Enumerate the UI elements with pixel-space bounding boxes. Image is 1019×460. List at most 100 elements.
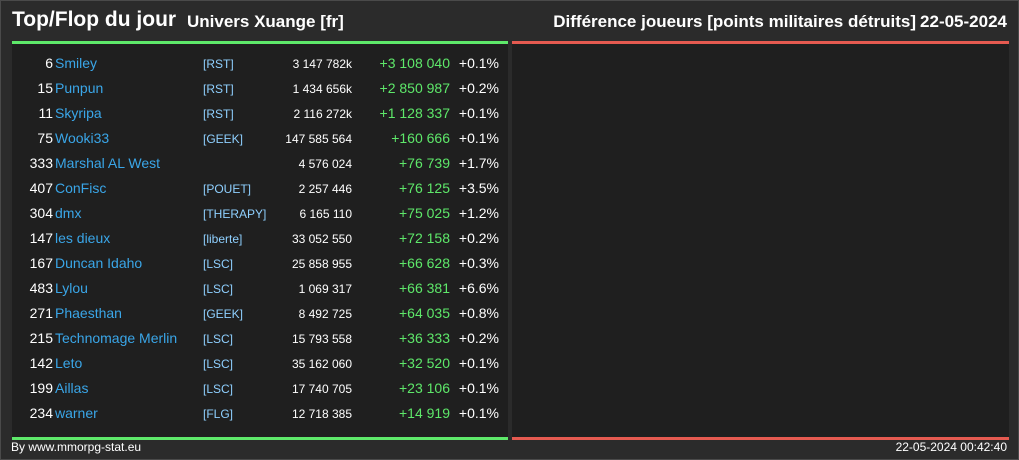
percent-change: +0.8% [458,305,499,321]
alliance-tag-link[interactable]: [LSC] [203,332,234,346]
player-name-link[interactable]: warner [55,405,98,421]
player-row: 483 Lylou [LSC] 1 069 317 +66 381 +6.6% [12,276,508,301]
page-title: Top/Flop du jour [12,8,177,31]
player-name-link[interactable]: Smiley [55,55,98,71]
player-name-link[interactable]: Skyripa [55,105,102,121]
points-difference: +72 158 [399,230,450,246]
player-name-link[interactable]: Phaesthan [55,305,122,321]
percent-change: +0.1% [458,130,499,146]
alliance-tag-link[interactable]: [FLG] [203,407,234,421]
percent-change: +0.1% [458,405,499,421]
player-row: 234 warner [FLG] 12 718 385 +14 919 +0.1% [12,401,508,426]
player-name-link[interactable]: les dieux [55,230,111,246]
player-rank: 147 [29,230,53,246]
player-name-link[interactable]: Technomage Merlin [55,330,178,346]
player-row: 215 Technomage Merlin [LSC] 15 793 558 +36 3… [12,326,508,351]
alliance-tag-link[interactable]: [RST] [203,107,234,121]
percent-change: +0.1% [458,380,499,396]
player-rank: 304 [29,205,53,221]
percent-change: +3.5% [458,180,499,196]
percent-change: +1.2% [458,205,499,221]
player-points: 4 576 024 [298,157,352,171]
points-difference: +1 128 337 [379,105,450,121]
player-row: 167 Duncan Idaho [LSC] 25 858 955 +66 628 +0.… [12,251,508,276]
player-rank: 11 [38,105,53,121]
points-difference: +75 025 [399,205,450,221]
player-name-link[interactable]: Leto [55,355,83,371]
alliance-tag-link[interactable]: [LSC] [203,382,234,396]
points-difference: +64 035 [399,305,450,321]
footer-timestamp: 22-05-2024 00:42:40 [895,440,1007,454]
player-row: 304 dmx [THERAPY] 6 165 110 +75 025 +1.2% [12,201,508,226]
points-difference: +36 333 [399,330,450,346]
player-row: 199 Aillas [LSC] 17 740 705 +23 106 +0.1% [12,376,508,401]
player-points: 25 858 955 [291,257,352,271]
player-points: 8 492 725 [298,307,352,321]
player-name-link[interactable]: ConFisc [55,180,107,196]
alliance-tag-link[interactable]: [LSC] [203,257,234,271]
player-rank: 215 [29,330,53,346]
player-points: 12 718 385 [291,407,352,421]
percent-change: +0.2% [458,230,499,246]
percent-change: +1.7% [458,155,499,171]
player-rank: 483 [29,280,53,296]
player-name-link[interactable]: Duncan Idaho [55,255,143,271]
percent-change: +0.1% [458,105,499,121]
percent-change: +0.1% [458,55,499,71]
metric-title: Différence joueurs [points militaires dé… [553,12,916,31]
player-name-link[interactable]: Lylou [55,280,88,296]
player-row: 142 Leto [LSC] 35 162 060 +32 520 +0.1% [12,351,508,376]
points-difference: +23 106 [399,380,450,396]
player-name-link[interactable]: Marshal AL West [55,155,161,171]
player-rank: 142 [29,355,53,371]
alliance-tag-link[interactable]: [THERAPY] [203,207,267,221]
player-points: 2 116 272k [293,107,353,121]
points-difference: +14 919 [399,405,450,421]
alliance-tag-link[interactable]: [GEEK] [203,132,244,146]
player-name-link[interactable]: Aillas [55,380,89,396]
player-row: 333 Marshal AL West 4 576 024 +76 739 +1.7% [12,151,508,176]
player-name-link[interactable]: dmx [55,205,82,221]
player-name-link[interactable]: Punpun [55,80,104,96]
alliance-tag-link[interactable]: [liberte] [203,232,243,246]
player-row: 15 Punpun [RST] 1 434 656k +2 850 987 +0.2% [12,76,508,101]
player-row: 11 Skyripa [RST] 2 116 272k +1 128 337 +0.1% [12,101,508,126]
player-name-link[interactable]: Wooki33 [55,130,110,146]
percent-change: +0.1% [458,355,499,371]
alliance-tag-link[interactable]: [RST] [203,82,234,96]
points-difference: +76 125 [399,180,450,196]
alliance-tag-link[interactable]: [POUET] [203,182,252,196]
player-rank: 234 [29,405,53,421]
alliance-tag-link[interactable]: [RST] [203,57,234,71]
percent-change: +0.2% [458,80,499,96]
player-points: 1 434 656k [292,82,352,96]
alliance-tag-link[interactable]: [LSC] [203,357,234,371]
player-points: 2 257 446 [298,182,352,196]
player-rank: 407 [29,180,53,196]
player-row: 6 Smiley [RST] 3 147 782k +3 108 040 +0.1% [12,51,508,76]
player-rank: 15 [37,80,53,96]
points-difference: +2 850 987 [379,80,450,96]
player-points: 35 162 060 [291,357,352,371]
alliance-tag-link[interactable]: [GEEK] [203,307,244,321]
player-points: 3 147 782k [292,57,352,71]
alliance-tag-link[interactable]: [LSC] [203,282,234,296]
points-difference: +160 666 [391,130,450,146]
universe-subtitle: Univers Xuange [fr] [187,12,344,31]
player-rank: 6 [45,55,53,71]
player-row: 75 Wooki33 [GEEK] 147 585 564 +160 666 +0.1% [12,126,508,151]
points-difference: +32 520 [399,355,450,371]
player-rank: 271 [29,305,53,321]
points-difference: +66 381 [399,280,450,296]
report-date: 22-05-2024 [920,12,1007,31]
footer-source: By www.mmorpg-stat.eu [11,440,142,454]
player-rank: 199 [29,380,53,396]
percent-change: +0.3% [458,255,499,271]
top-players-panel: 6 Smiley [RST] 3 147 782k +3 108 040 +0.1% 15 P… [12,41,508,440]
player-points: 6 165 110 [299,207,353,221]
player-points: 147 585 564 [285,132,352,146]
player-rank: 75 [37,130,53,146]
points-difference: +76 739 [399,155,450,171]
player-row: 271 Phaesthan [GEEK] 8 492 725 +64 035 +0.8% [12,301,508,326]
player-points: 17 740 705 [291,382,352,396]
